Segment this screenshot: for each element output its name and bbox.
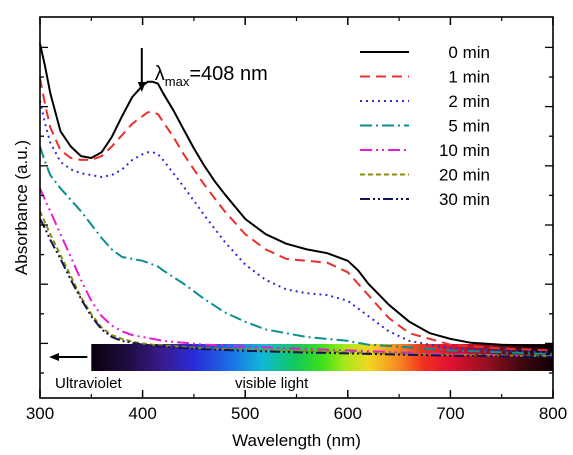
x-axis-ticks: 300 400 500 600 700 800 xyxy=(26,17,567,423)
x-axis-label: Wavelength (nm) xyxy=(232,431,361,450)
series-line-6 xyxy=(39,218,554,358)
legend-label-5: 20 min xyxy=(439,166,490,185)
series-line-5 xyxy=(39,210,554,358)
lambda-symbol: λ xyxy=(155,63,165,85)
legend-label-2: 2 min xyxy=(448,92,490,111)
series-line-4 xyxy=(39,187,554,358)
legend-label-1: 1 min xyxy=(448,68,490,87)
series-lines xyxy=(39,43,554,358)
x-tick-label: 600 xyxy=(334,404,362,423)
y-axis-label: Absorbance (a.u.) xyxy=(12,140,31,275)
x-tick-label: 400 xyxy=(128,404,156,423)
x-tick-label: 800 xyxy=(539,404,567,423)
x-tick-label: 700 xyxy=(436,404,464,423)
lambda-max-annotation: λmax=408 nm xyxy=(137,48,268,92)
legend: 0 min 1 min 2 min 5 min 10 min 20 min 30 min xyxy=(360,43,490,209)
legend-label-4: 10 min xyxy=(439,141,490,160)
x-tick-label: 500 xyxy=(231,404,259,423)
legend-label-6: 30 min xyxy=(439,190,490,209)
legend-label-3: 5 min xyxy=(448,117,490,136)
series-line-3 xyxy=(39,146,554,356)
visible-light-label: visible light xyxy=(235,375,309,392)
ultraviolet-label: Ultraviolet xyxy=(55,375,123,392)
series-line-1 xyxy=(39,77,554,352)
lambda-value: =408 nm xyxy=(189,63,267,85)
lambda-subscript: max xyxy=(165,74,190,89)
legend-label-0: 0 min xyxy=(448,43,490,62)
x-tick-label: 300 xyxy=(26,404,54,423)
series-line-2 xyxy=(39,100,554,354)
series-line-0 xyxy=(39,43,554,348)
y-axis-ticks xyxy=(40,46,553,374)
lambda-max-label: λmax=408 nm xyxy=(155,63,268,89)
spectrum-bar xyxy=(91,344,554,371)
